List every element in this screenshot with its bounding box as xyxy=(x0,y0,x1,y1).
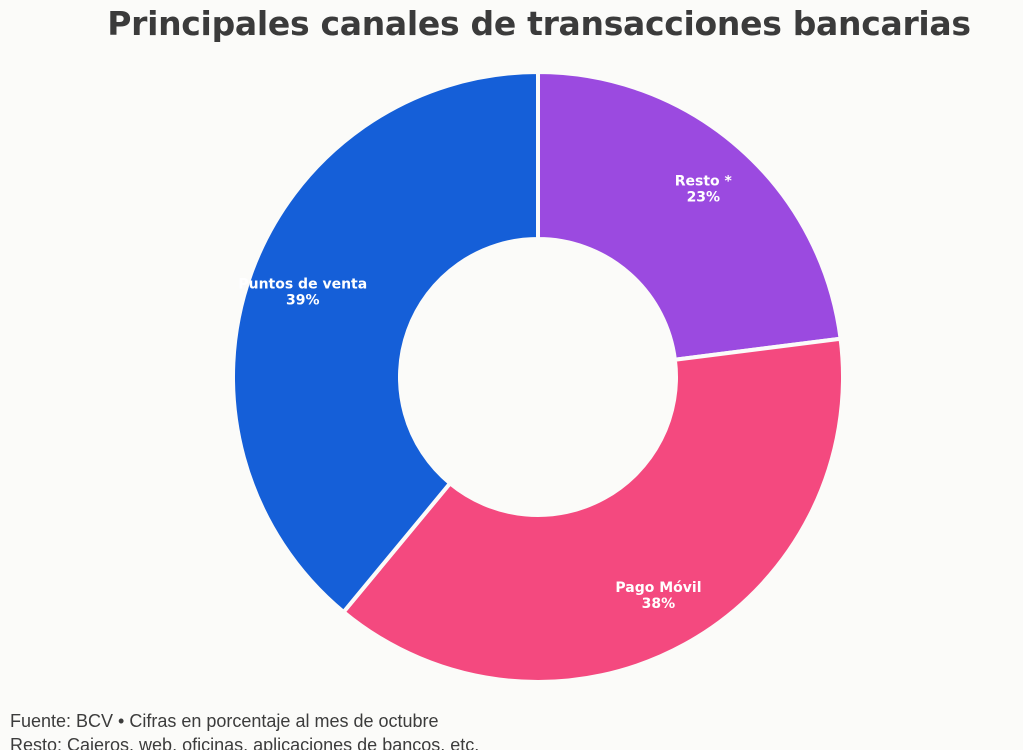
footnotes: Fuente: BCV • Cifras en porcentaje al me… xyxy=(10,709,479,750)
resto-note: Resto: Cajeros, web, oficinas, aplicacio… xyxy=(10,735,480,750)
slice-label-resto: Resto * xyxy=(675,173,733,189)
slice-label-pago-movil: Pago Móvil xyxy=(615,580,701,596)
slice-puntos-de-venta xyxy=(231,70,540,615)
slice-value-puntos-de-venta: 39% xyxy=(286,292,320,308)
chart-title: Principales canales de transacciones ban… xyxy=(107,4,971,43)
donut-slices xyxy=(231,70,845,684)
slice-resto xyxy=(536,70,843,362)
slice-pago-movil xyxy=(341,336,845,684)
source-note: Fuente: BCV • Cifras en porcentaje al me… xyxy=(10,711,439,731)
slice-label-puntos-de-venta: Puntos de venta xyxy=(238,276,367,292)
slice-value-resto: 23% xyxy=(687,189,721,205)
slice-value-pago-movil: 38% xyxy=(642,596,676,612)
